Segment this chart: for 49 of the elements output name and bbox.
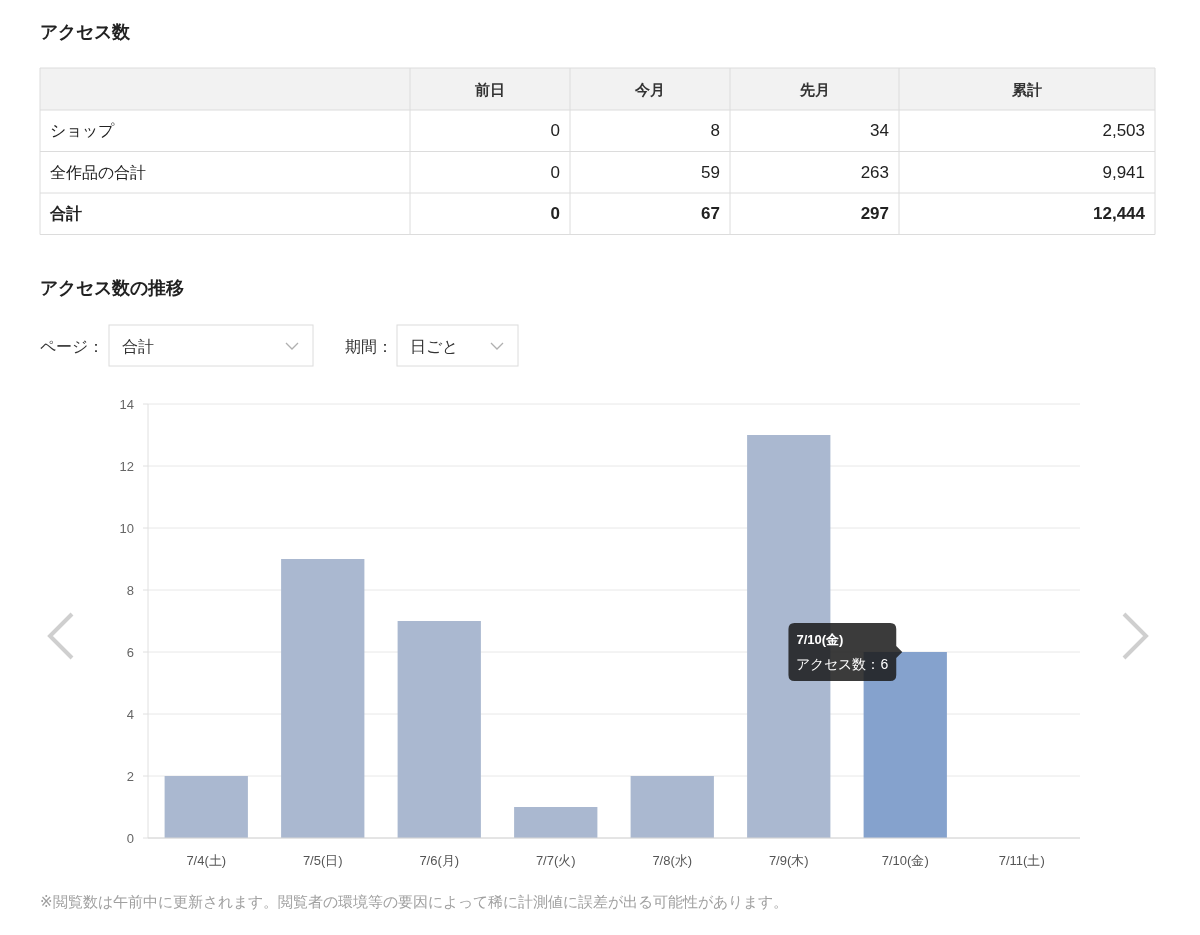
data-label: 0 [550, 162, 560, 182]
text: ショップ [50, 122, 115, 140]
data-label: 263 [860, 162, 889, 182]
text: ※閲覧数は午前中に更新されます。閲覧者の環境等の要因によって稀に計測値に誤差が出る可能性があります。 [40, 892, 788, 910]
data-label: 34 [870, 121, 889, 141]
x-tick-label: 7/6(月) [419, 852, 460, 868]
category-label: 前日 [474, 80, 505, 98]
bar [164, 776, 248, 838]
bar [514, 807, 598, 838]
text: 期間： [345, 337, 393, 355]
data-label: 8 [710, 121, 720, 141]
y-tick-label: 2 [126, 768, 134, 784]
data-label: 297 [860, 204, 889, 224]
data-label: 2,503 [1102, 121, 1145, 141]
y-tick-label: 8 [126, 582, 134, 598]
data-label: 0 [550, 121, 560, 141]
annotation: 7/10(金) アクセス数：6 [796, 631, 889, 672]
x-tick-label: 7/9(木) [768, 852, 809, 868]
x-tick-label: 7/5(日) [302, 852, 343, 868]
y-tick-label: 0 [126, 830, 134, 846]
bar [397, 621, 481, 838]
bar [630, 776, 714, 838]
text: アクセス数 [40, 22, 131, 42]
x-tick-label: 7/10(金) [881, 852, 929, 868]
text: 日ごと [410, 337, 458, 355]
x-tick-label: 7/11(土) [998, 852, 1045, 868]
tooltip: 7/10(金) アクセス数：6 [788, 623, 903, 681]
y-tick-label: 14 [119, 396, 134, 412]
x-tick-label: 7/7(火) [535, 852, 576, 868]
text: 全作品の合計 [50, 163, 146, 181]
category-label: 今月 [634, 80, 665, 98]
text: 合計 [49, 205, 82, 223]
chart-title: アクセス数の推移 [40, 278, 184, 298]
bar [281, 559, 365, 838]
data-label: 0 [550, 204, 560, 224]
y-tick-label: 4 [126, 706, 134, 722]
text: 合計 [122, 337, 154, 355]
x-tick-label: 7/4(土) [186, 852, 227, 868]
data-label: 9,941 [1102, 162, 1145, 182]
data-label: 67 [701, 204, 720, 224]
data-label: 59 [701, 162, 720, 182]
text: ページ： [40, 337, 104, 355]
category-label: 先月 [798, 80, 830, 98]
data-label: 12,444 [1093, 204, 1146, 224]
x-tick-label: 7/8(水) [652, 852, 693, 868]
y-tick-label: 12 [119, 458, 134, 474]
y-tick-label: 6 [126, 644, 134, 660]
category-label: 累計 [1011, 80, 1042, 98]
y-tick-label: 10 [119, 520, 134, 536]
